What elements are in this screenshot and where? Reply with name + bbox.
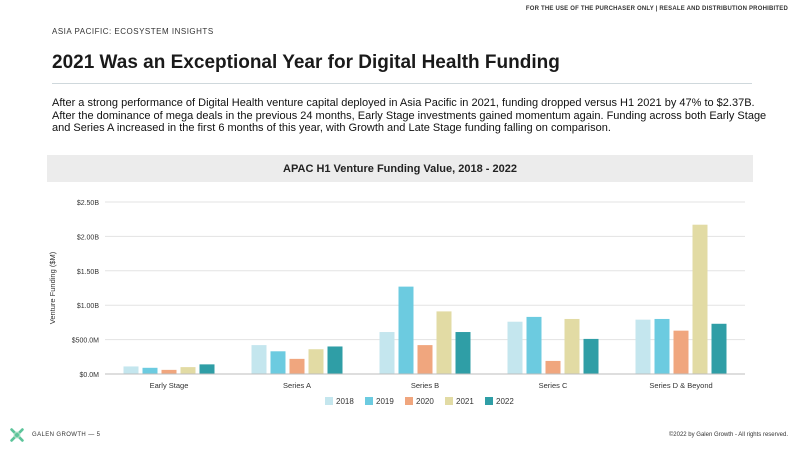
legend-label: 2020	[416, 397, 434, 406]
x-tick-label: Series C	[539, 381, 568, 390]
bar	[583, 338, 599, 374]
x-tick-label: Early Stage	[150, 381, 189, 390]
y-tick-label: $2.00B	[77, 234, 100, 241]
copyright: ©2022 by Galen Growth - All rights reser…	[668, 432, 788, 438]
bar	[654, 318, 670, 374]
x-tick-label: Series B	[411, 381, 439, 390]
legend-label: 2022	[496, 397, 514, 406]
bar	[507, 321, 523, 374]
funding-bar-chart: $0.0M $500.0M $1.00B $1.50B $2.00B $2.50B Vent…	[48, 200, 745, 406]
bar	[673, 330, 689, 374]
x-tick-label: Series A	[283, 381, 311, 390]
bar	[379, 332, 395, 374]
y-tick-label: $0.0M	[80, 372, 100, 379]
bar	[180, 367, 196, 374]
distribution-notice: FOR THE USE OF THE PURCHASER ONLY | RESA…	[525, 6, 788, 12]
legend-label: 2021	[456, 397, 474, 406]
legend-label: 2018	[336, 397, 354, 406]
bar	[123, 366, 139, 374]
section-label: ASIA PACIFIC: ECOSYSTEM INSIGHTS	[52, 27, 214, 36]
bar	[308, 349, 324, 374]
bar	[692, 224, 708, 374]
bar	[289, 358, 305, 374]
y-tick-label: $1.00B	[77, 303, 100, 310]
legend-swatch	[405, 397, 413, 405]
lead-paragraph: After a strong performance of Digital He…	[52, 97, 767, 134]
page-title: 2021 Was an Exceptional Year for Digital…	[52, 52, 560, 73]
legend-swatch	[365, 397, 373, 405]
footer-brand: GALEN GROWTH — 5	[32, 432, 101, 438]
bar	[545, 360, 561, 374]
footer-brand-block: GALEN GROWTH — 5	[8, 426, 100, 444]
chart-title: APAC H1 Venture Funding Value, 2018 - 20…	[47, 155, 753, 182]
legend-swatch	[445, 397, 453, 405]
bar	[327, 346, 343, 374]
y-axis-label: Venture Funding ($M)	[48, 251, 57, 324]
bar	[251, 345, 267, 374]
bar	[564, 318, 580, 374]
bar	[711, 323, 727, 374]
legend-swatch	[485, 397, 493, 405]
bar	[417, 345, 433, 374]
y-tick-label: $500.0M	[72, 338, 99, 345]
y-tick-label: $2.50B	[77, 200, 100, 207]
bar	[142, 367, 158, 374]
bar	[635, 319, 651, 374]
bar	[436, 311, 452, 374]
legend-label: 2019	[376, 397, 394, 406]
title-divider	[52, 83, 752, 84]
bar	[161, 369, 177, 374]
bar	[270, 351, 286, 374]
bar	[398, 286, 414, 374]
x-tick-label: Series D & Beyond	[649, 381, 712, 390]
y-tick-label: $1.50B	[77, 269, 100, 276]
legend-swatch	[325, 397, 333, 405]
bar	[526, 316, 542, 374]
bar	[455, 332, 471, 374]
bar	[199, 364, 215, 374]
galen-growth-logo-icon	[10, 428, 24, 442]
